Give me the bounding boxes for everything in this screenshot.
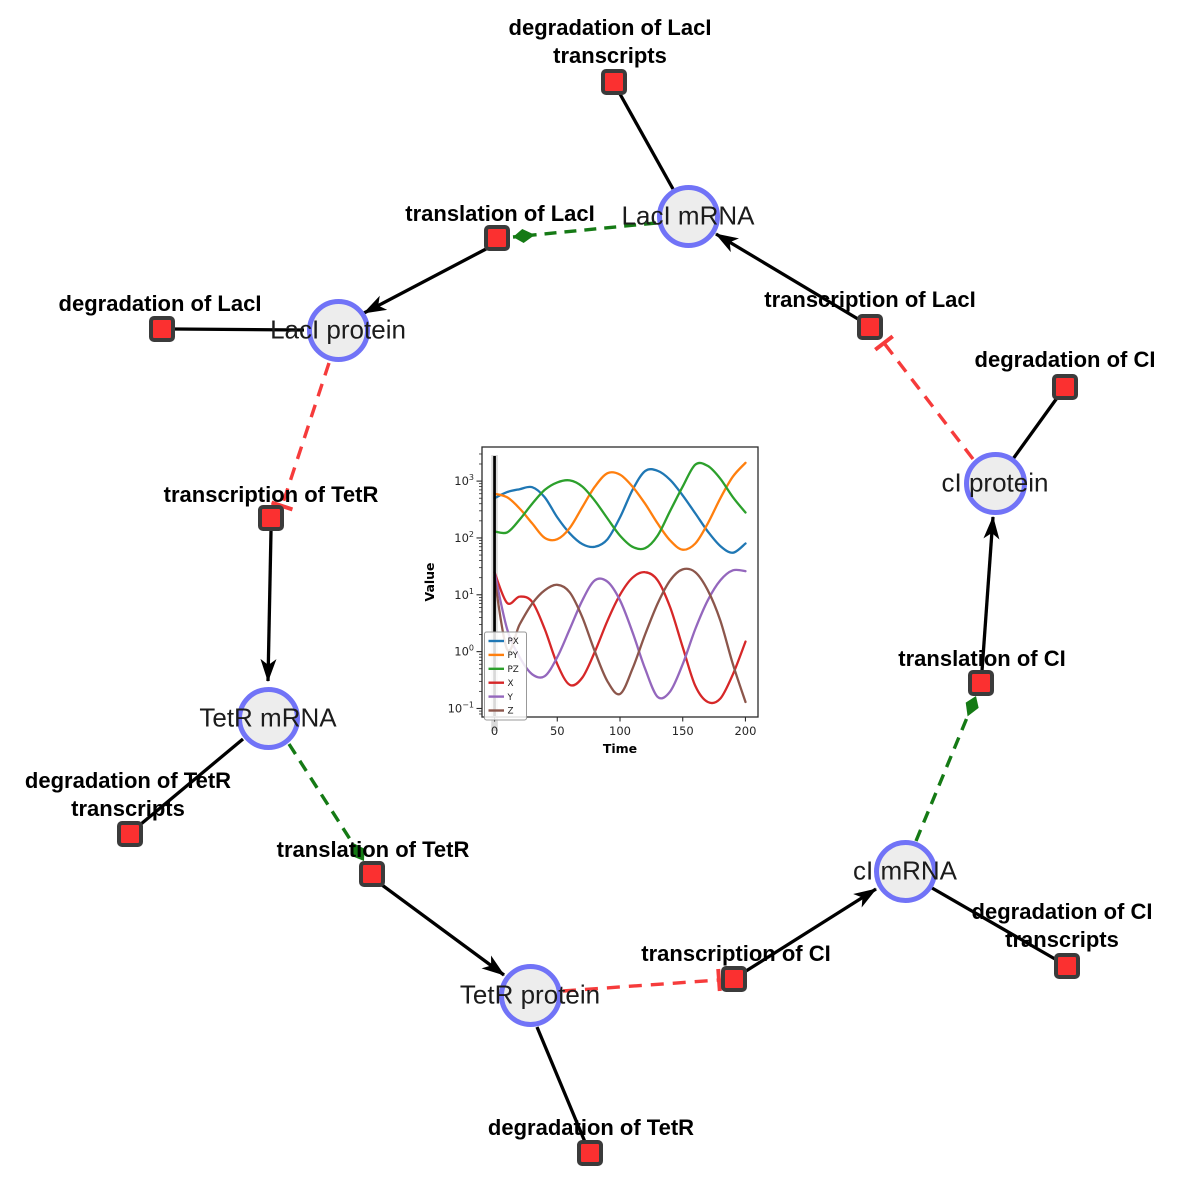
reaction-label-line: degradation of TetR: [487, 1115, 695, 1140]
reaction-label-transcription-laci: transcription of LacI: [764, 286, 975, 314]
reaction-label-line: degradation of LacI: [508, 15, 712, 40]
reaction-node-translation-laci[interactable]: [484, 225, 510, 251]
species-label-tetr-protein: TetR protein: [459, 979, 601, 1010]
reaction-node-deg-tetr[interactable]: [577, 1140, 603, 1166]
reaction-node-deg-laci-transcripts[interactable]: [601, 69, 627, 95]
reaction-label-deg-tetr-transcripts: degradation of TetR transcripts: [25, 767, 231, 823]
edge-ci-protein-to-deg-ci-line: [1011, 397, 1059, 460]
reaction-label-deg-ci: degradation of CI: [975, 346, 1156, 374]
edge-laci-mrna-to-deg-laci-transcripts-line: [618, 93, 675, 190]
reaction-node-deg-ci-transcripts[interactable]: [1054, 953, 1080, 979]
reaction-node-transcription-laci[interactable]: [857, 314, 883, 340]
edge-tetr-mrna-to-translation-tetr-modifier: [287, 743, 366, 862]
reaction-label-deg-laci: degradation of LacI: [59, 290, 262, 318]
species-label-ci-protein: cI protein: [941, 467, 1049, 498]
edge-laci-protein-to-transcription-tetr-inhibition: [270, 362, 331, 512]
reaction-node-transcription-ci[interactable]: [721, 966, 747, 992]
reaction-node-translation-tetr[interactable]: [359, 861, 385, 887]
edge-tetr-mrna-to-deg-tetr-transcripts-line: [139, 737, 245, 826]
species-node-ci-mrna[interactable]: [874, 840, 937, 903]
reaction-label-translation-laci: translation of LacI: [405, 200, 594, 228]
reaction-label-translation-tetr: translation of TetR: [277, 836, 470, 864]
reaction-label-line: transcripts: [1005, 927, 1119, 952]
reaction-label-line: translation of TetR: [276, 837, 470, 862]
reaction-label-line: transcripts: [71, 796, 185, 821]
reaction-node-deg-laci[interactable]: [149, 316, 175, 342]
reaction-label-line: transcription of CI: [641, 941, 831, 966]
reaction-label-line: translation of LacI: [405, 201, 595, 226]
reaction-label-line: degradation of CI: [971, 899, 1153, 924]
reaction-label-translation-ci: translation of CI: [898, 645, 1065, 673]
reaction-label-transcription-ci: transcription of CI: [641, 940, 830, 968]
edge-ci-protein-to-transcription-laci-inhibition: [874, 334, 975, 461]
edge-translation-tetr-to-tetr-protein-arrow: [381, 883, 505, 977]
species-node-laci-protein[interactable]: [307, 299, 370, 362]
reaction-label-line: degradation of CI: [974, 347, 1156, 372]
edge-transcription-ci-to-ci-mrna-arrow: [745, 887, 877, 973]
species-node-ci-protein[interactable]: [964, 452, 1027, 515]
edge-laci-protein-to-deg-laci-line: [173, 327, 305, 332]
reaction-label-deg-laci-transcripts: degradation of LacI transcripts: [509, 14, 712, 70]
species-label-laci-mrna: LacI mRNA: [621, 200, 755, 231]
species-node-tetr-mrna[interactable]: [237, 687, 300, 750]
edge-translation-laci-to-laci-protein-arrow: [363, 247, 487, 315]
reaction-label-line: transcription of LacI: [764, 287, 976, 312]
reaction-node-deg-ci[interactable]: [1052, 374, 1078, 400]
reaction-label-transcription-tetr: transcription of TetR: [164, 481, 379, 509]
reaction-label-deg-tetr: degradation of TetR: [488, 1114, 694, 1142]
reaction-node-translation-ci[interactable]: [968, 670, 994, 696]
species-label-laci-protein: LacI protein: [270, 314, 406, 345]
reaction-label-line: degradation of TetR: [24, 768, 232, 793]
edge-laci-mrna-to-translation-laci-modifier: [512, 221, 657, 243]
reaction-label-line: transcripts: [553, 43, 667, 68]
edge-transcription-laci-to-laci-mrna-arrow: [715, 232, 859, 321]
reaction-label-line: transcription of TetR: [163, 482, 379, 507]
reaction-node-deg-tetr-transcripts[interactable]: [117, 821, 143, 847]
reaction-label-line: translation of CI: [898, 646, 1066, 671]
reaction-label-deg-ci-transcripts: degradation of CI transcripts: [972, 898, 1153, 954]
reaction-label-line: degradation of LacI: [58, 291, 262, 316]
edge-transcription-tetr-to-tetr-mrna-arrow: [260, 530, 277, 682]
edge-ci-mrna-to-translation-ci-modifier: [914, 695, 979, 842]
species-label-tetr-mrna: TetR mRNA: [199, 702, 337, 733]
edge-ci-mrna-to-deg-ci-transcripts-line: [931, 886, 1056, 961]
species-node-laci-mrna[interactable]: [657, 185, 720, 248]
edge-tetr-protein-to-deg-tetr-line: [535, 1026, 587, 1143]
species-label-ci-mrna: cI mRNA: [853, 855, 957, 886]
edge-tetr-protein-to-transcription-ci-inhibition: [562, 968, 722, 993]
edge-translation-ci-to-ci-protein-arrow: [980, 516, 1000, 672]
species-node-tetr-protein[interactable]: [499, 964, 562, 1027]
